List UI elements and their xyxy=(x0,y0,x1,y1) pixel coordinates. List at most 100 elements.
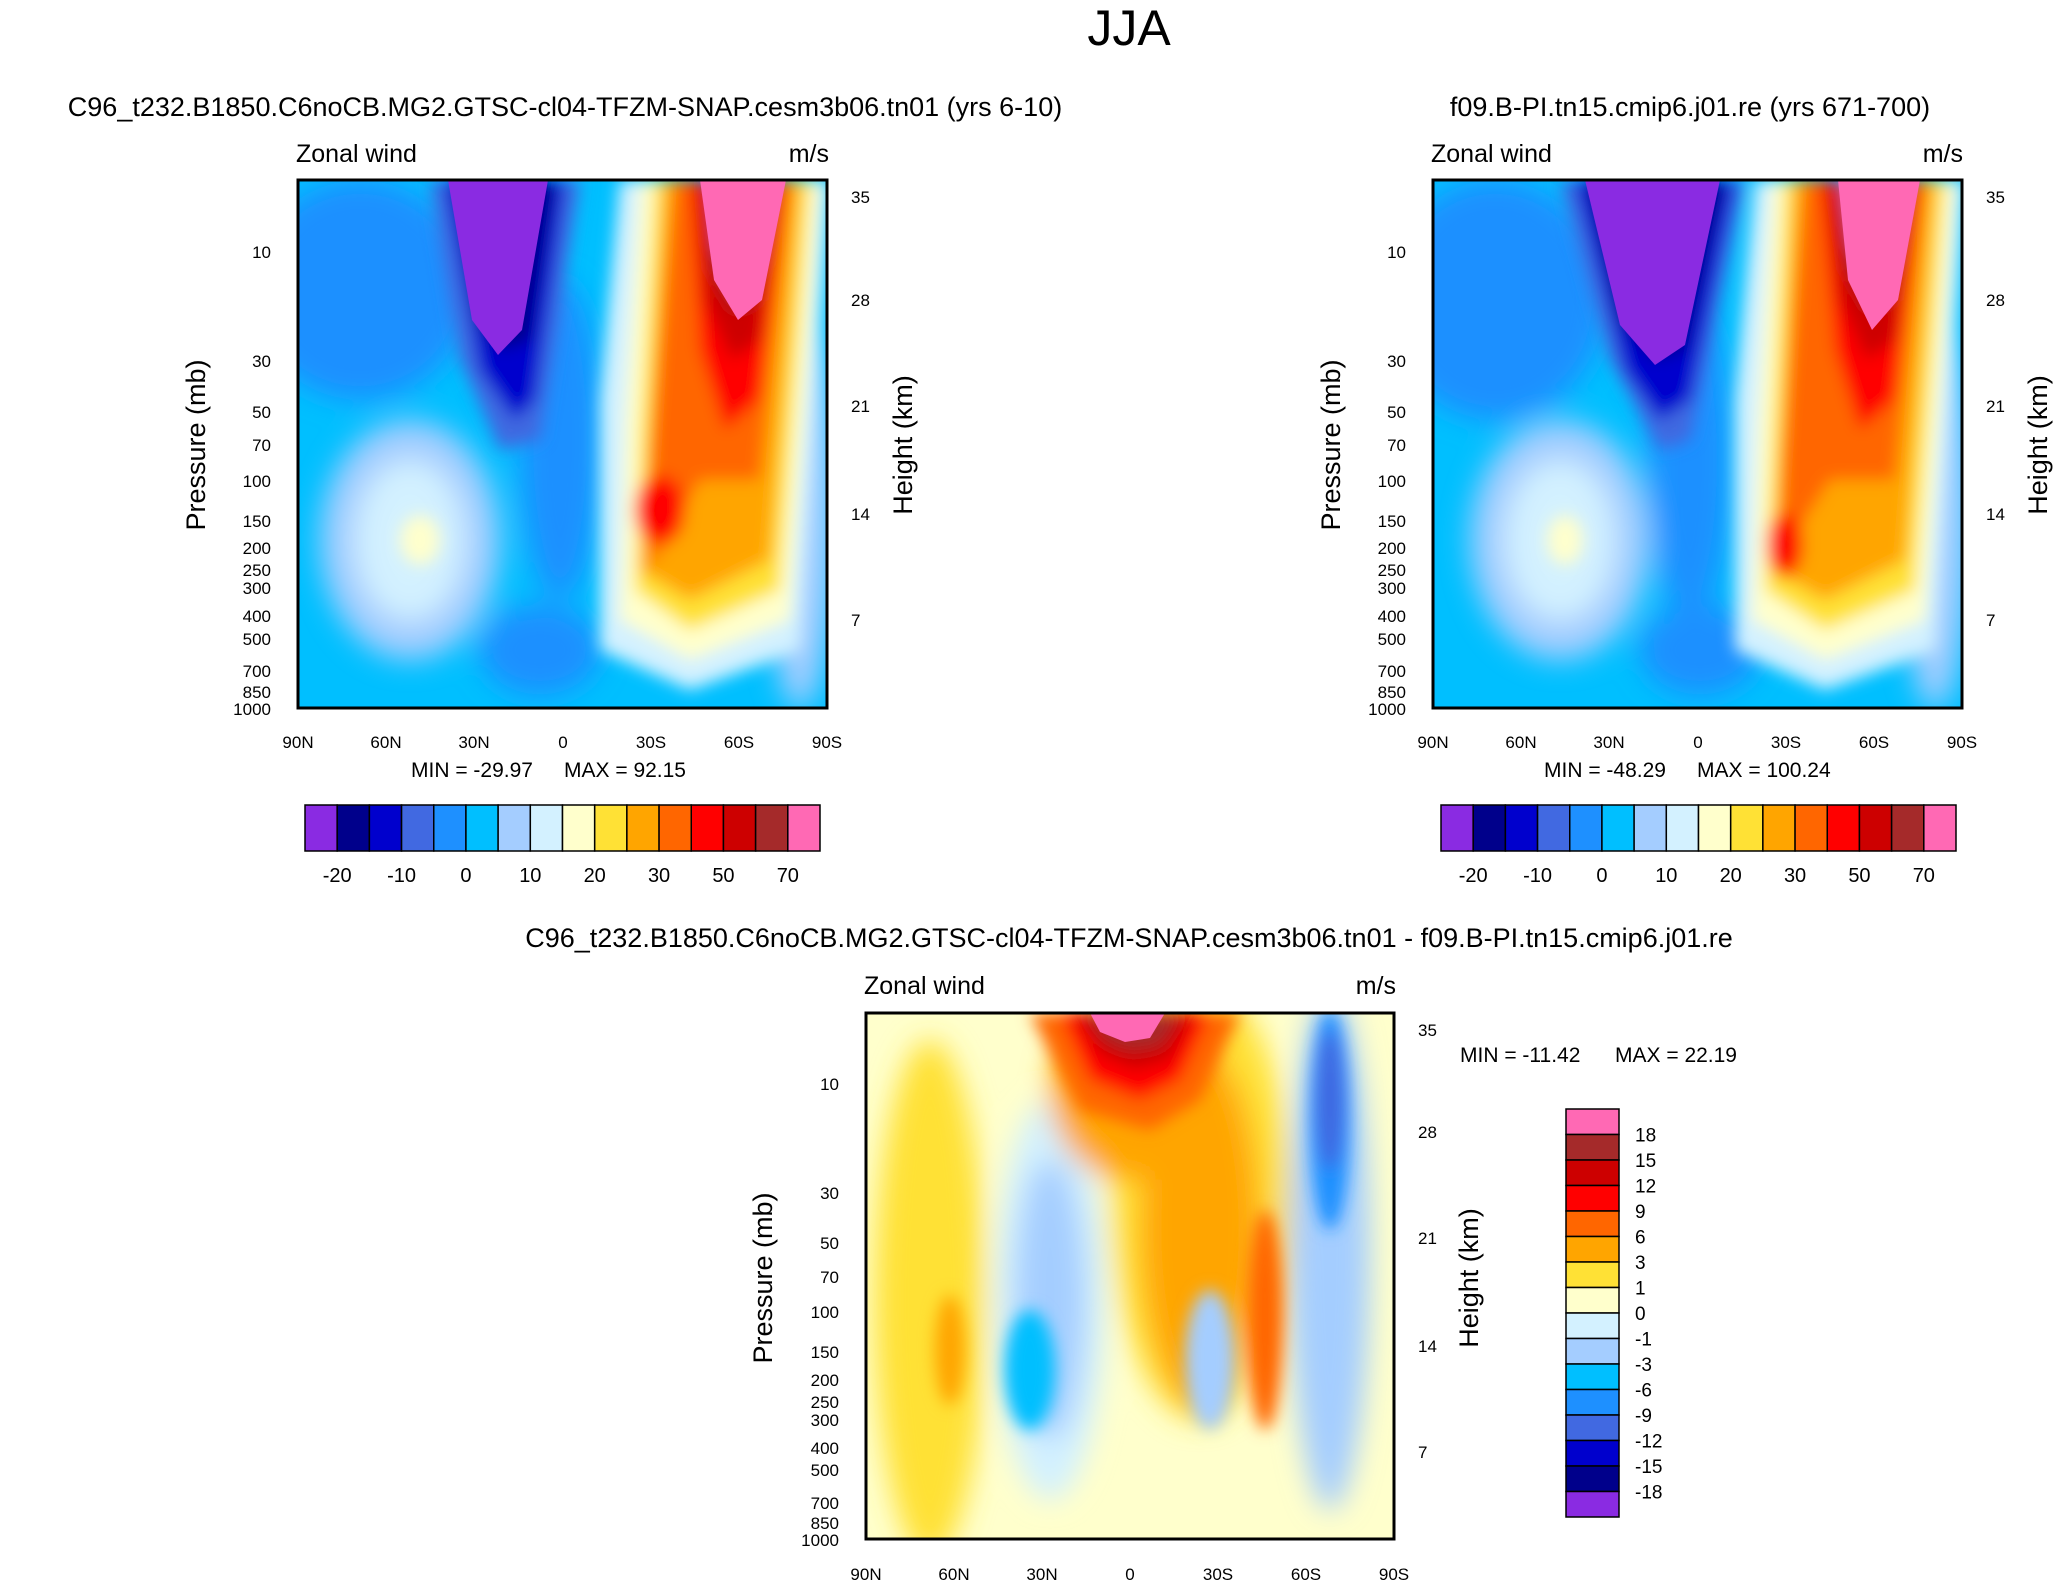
colorbar-label: -9 xyxy=(1635,1406,1652,1427)
colorbar-swatch xyxy=(722,804,757,852)
y-right-tick-labels: 35 28 21 14 7 xyxy=(1986,188,2005,630)
y-tick-label: 100 xyxy=(243,472,271,491)
colorbar-swatch xyxy=(336,804,371,852)
y-tick-label: 300 xyxy=(811,1411,839,1430)
y-tick-label: 700 xyxy=(1378,662,1406,681)
y-tick-label: 200 xyxy=(243,539,271,558)
panel-subtitle-left: Zonal wind xyxy=(296,140,417,168)
x-tick-label: 30S xyxy=(636,733,666,752)
colorbar-swatch xyxy=(1565,1363,1620,1391)
y-tick-label: 150 xyxy=(1378,512,1406,531)
colorbar-swatch xyxy=(1826,804,1861,852)
x-tick-labels: 90N 60N 30N 0 30S 60S 90S xyxy=(282,733,842,752)
colorbar-swatch xyxy=(433,804,467,852)
min-label: MIN = -48.29 xyxy=(1544,759,1666,782)
colorbar: 18 15 12 9 6 3 1 0 -1 -3 -6 -9 -12 -15 -18 xyxy=(1565,1108,1662,1518)
panel-top-right: f09.B-PI.tn15.cmip6.j01.re (yrs 671-700)… xyxy=(1316,92,2053,887)
y-tick-label: 30 xyxy=(820,1184,839,1203)
colorbar-label: 0 xyxy=(460,865,471,887)
y-right-tick-labels: 35 28 21 14 7 xyxy=(851,188,870,630)
colorbar-label: 6 xyxy=(1635,1228,1646,1249)
y-tick-label: 500 xyxy=(811,1461,839,1480)
colorbar-swatch xyxy=(1565,1465,1620,1493)
x-tick-labels: 90N 60N 30N 0 30S 60S 90S xyxy=(1417,733,1977,752)
colorbar-label: -1 xyxy=(1635,1330,1652,1351)
y-tick-label: 250 xyxy=(811,1393,839,1412)
y-tick-label: 50 xyxy=(820,1234,839,1253)
colorbar-label: 30 xyxy=(648,865,670,887)
y-tick-label: 700 xyxy=(811,1494,839,1513)
y-right-tick-label: 7 xyxy=(1418,1443,1427,1462)
y-axis-label: Pressure (mb) xyxy=(1316,359,1346,530)
y-tick-label: 1000 xyxy=(233,700,271,719)
y-tick-label: 70 xyxy=(820,1268,839,1287)
y-tick-label: 1000 xyxy=(801,1531,839,1550)
x-tick-labels: 90N 60N 30N 0 30S 60S 90S xyxy=(850,1565,1409,1584)
y-tick-label: 150 xyxy=(811,1343,839,1362)
colorbar-label: 20 xyxy=(1720,865,1742,887)
x-tick-label: 60N xyxy=(938,1565,969,1584)
colorbar-swatch xyxy=(1565,1210,1620,1238)
colorbar: -20 -10 0 10 20 30 50 70 xyxy=(304,804,821,887)
colorbar-swatch xyxy=(1890,804,1925,852)
colorbar-label: -6 xyxy=(1635,1381,1652,1402)
y-tick-label: 10 xyxy=(1387,243,1406,262)
x-tick-label: 90S xyxy=(1947,733,1977,752)
y-right-tick-label: 35 xyxy=(851,188,870,207)
x-tick-label: 90N xyxy=(1417,733,1448,752)
max-label: MAX = 92.15 xyxy=(564,759,686,782)
contour-field xyxy=(1433,180,1962,708)
colorbar-label: 9 xyxy=(1635,1202,1646,1223)
x-tick-label: 60S xyxy=(724,733,754,752)
x-tick-label: 30N xyxy=(1026,1565,1057,1584)
colorbar-label: 20 xyxy=(584,865,606,887)
y-right-tick-label: 28 xyxy=(851,291,870,310)
colorbar-swatch xyxy=(1565,1159,1620,1187)
x-tick-label: 90S xyxy=(812,733,842,752)
colorbar-label: -10 xyxy=(1523,865,1552,887)
colorbar-swatch xyxy=(1536,804,1571,852)
y-tick-label: 70 xyxy=(1387,436,1406,455)
panel-subtitle-right: m/s xyxy=(1923,140,1963,168)
contour-field xyxy=(298,180,827,708)
x-tick-label: 60S xyxy=(1291,1565,1321,1584)
y-tick-label: 400 xyxy=(811,1439,839,1458)
colorbar-swatch xyxy=(1565,1286,1620,1314)
y-tick-label: 850 xyxy=(1378,683,1406,702)
colorbar-swatch xyxy=(1440,804,1474,852)
colorbar-label: 70 xyxy=(777,865,799,887)
y-right-tick-label: 28 xyxy=(1986,291,2005,310)
colorbar-label: 18 xyxy=(1635,1126,1656,1147)
x-tick-label: 90N xyxy=(282,733,313,752)
colorbar-label: 3 xyxy=(1635,1253,1646,1274)
y-tick-label: 30 xyxy=(252,352,271,371)
colorbar-label: -20 xyxy=(323,865,352,887)
colorbar-label: 0 xyxy=(1635,1304,1646,1325)
colorbar-swatch xyxy=(1729,804,1764,852)
y-right-tick-label: 7 xyxy=(1986,611,1995,630)
colorbar-swatch xyxy=(1565,1414,1620,1442)
colorbar-label: 50 xyxy=(712,865,734,887)
min-label: MIN = -29.97 xyxy=(411,759,533,782)
x-tick-label: 0 xyxy=(1693,733,1702,752)
y-tick-label: 70 xyxy=(252,436,271,455)
y-tick-label: 500 xyxy=(243,630,271,649)
y-right-tick-label: 14 xyxy=(1986,505,2005,524)
x-tick-label: 60N xyxy=(1505,733,1536,752)
y-tick-label: 300 xyxy=(243,579,271,598)
colorbar-swatch xyxy=(754,804,789,852)
colorbar-label: 15 xyxy=(1635,1151,1656,1172)
y-right-tick-label: 35 xyxy=(1418,1021,1437,1040)
colorbar-swatch xyxy=(561,804,596,852)
y-tick-label: 850 xyxy=(243,683,271,702)
x-tick-label: 60N xyxy=(370,733,401,752)
y-right-axis-label: Height (km) xyxy=(2023,375,2053,515)
y-tick-labels: 10 30 50 70 100 150 200 250 300 400 500 … xyxy=(1368,243,1406,719)
colorbar-swatch xyxy=(400,804,435,852)
x-tick-label: 0 xyxy=(558,733,567,752)
y-tick-label: 400 xyxy=(1378,607,1406,626)
panel-title: C96_t232.B1850.C6noCB.MG2.GTSC-cl04-TFZM… xyxy=(68,92,1062,122)
colorbar-label: 50 xyxy=(1848,865,1870,887)
x-tick-label: 90S xyxy=(1379,1565,1409,1584)
